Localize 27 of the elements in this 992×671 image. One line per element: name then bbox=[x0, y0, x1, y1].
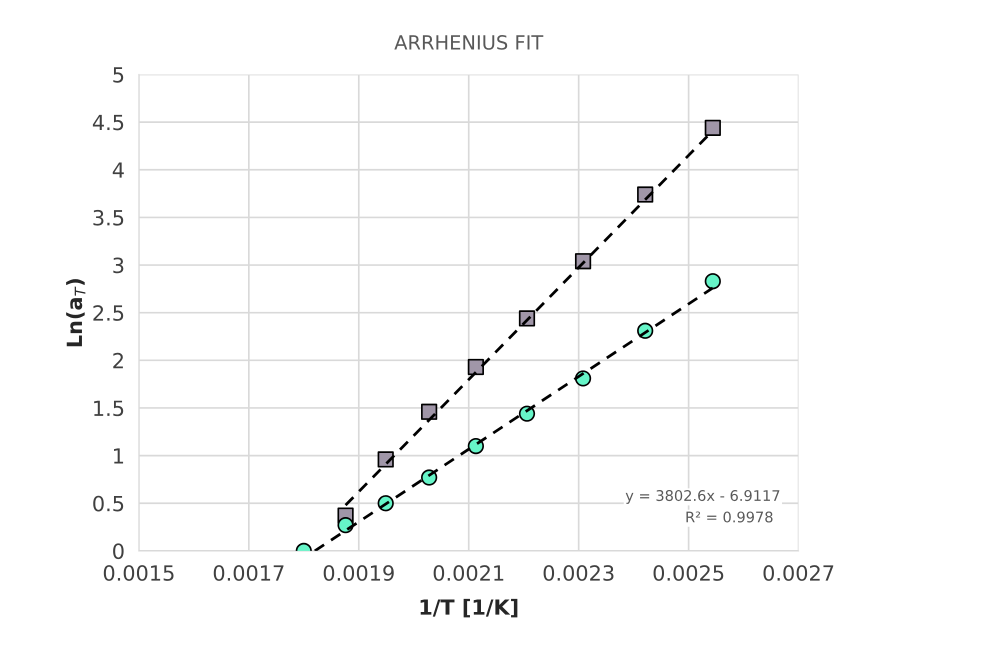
point bbox=[704, 120, 721, 136]
y-tick-label: 3.5 bbox=[93, 210, 124, 226]
chart-title: ARRHENIUS FIT bbox=[394, 35, 544, 50]
x-tick-label: 0.0023 bbox=[544, 565, 614, 581]
y-axis-title: Ln(a$_{T}$) bbox=[66, 279, 86, 346]
point bbox=[704, 273, 721, 290]
annotation: y = 3802.6x - 6.9117 bbox=[626, 490, 780, 504]
x-tick-label: 0.0027 bbox=[763, 565, 834, 581]
y-tick-label: 5 bbox=[113, 67, 124, 83]
y-tick-label: 4 bbox=[112, 162, 124, 178]
y-tick-label: 3 bbox=[113, 258, 124, 274]
point bbox=[421, 404, 438, 420]
x-tick-label: 0.0015 bbox=[104, 565, 174, 581]
x-axis-title: 1/T [1/K] bbox=[420, 598, 518, 618]
annotation: R² = 0.9978 bbox=[686, 511, 773, 523]
y-tick-label: 2.5 bbox=[93, 305, 124, 321]
y-tick-label: 0 bbox=[113, 543, 124, 560]
x-tick-label: 0.0019 bbox=[324, 565, 394, 581]
y-tick-label: 1 bbox=[114, 448, 124, 464]
y-tick-label: 1.5 bbox=[94, 400, 124, 416]
x-tick-label: 0.0017 bbox=[214, 565, 284, 581]
y-tick-label: 2 bbox=[113, 352, 123, 368]
x-tick-label: 0.0021 bbox=[434, 565, 504, 581]
y-tick-label: 4.5 bbox=[92, 114, 124, 130]
x-tick-label: 0.0025 bbox=[654, 565, 724, 581]
y-tick-label: 0.5 bbox=[93, 496, 124, 512]
point bbox=[468, 358, 484, 376]
